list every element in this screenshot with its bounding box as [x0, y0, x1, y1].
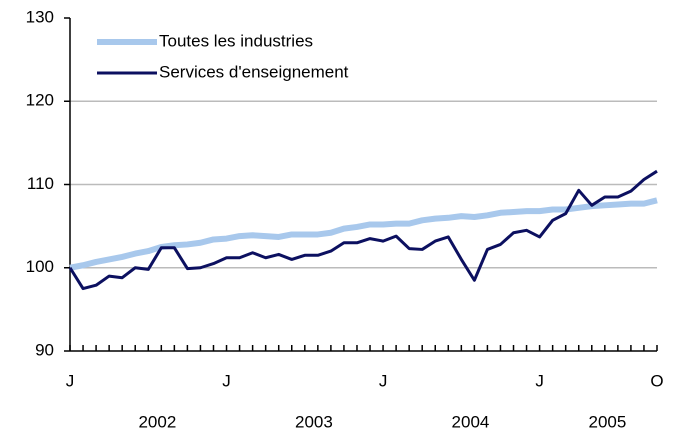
x-tick-label: J: [379, 371, 388, 390]
x-tick-label: J: [535, 371, 544, 390]
year-label: 2002: [138, 412, 176, 431]
x-tick-label: J: [222, 371, 231, 390]
y-tick-label: 100: [26, 257, 54, 276]
year-label: 2004: [452, 412, 490, 431]
y-tick-label: 120: [26, 91, 54, 110]
x-tick-label: J: [66, 371, 75, 390]
y-tick-label: 130: [26, 7, 54, 26]
year-label: 2005: [589, 412, 627, 431]
legend-label: Toutes les industries: [159, 31, 313, 50]
y-tick-label: 110: [27, 174, 54, 193]
year-label: 2003: [295, 412, 333, 431]
x-tick-label: O: [650, 371, 663, 390]
y-tick-label: 90: [35, 340, 54, 359]
series-line: [68, 169, 658, 291]
legend-label: Services d'enseignement: [159, 62, 349, 81]
series-line: [69, 197, 658, 271]
